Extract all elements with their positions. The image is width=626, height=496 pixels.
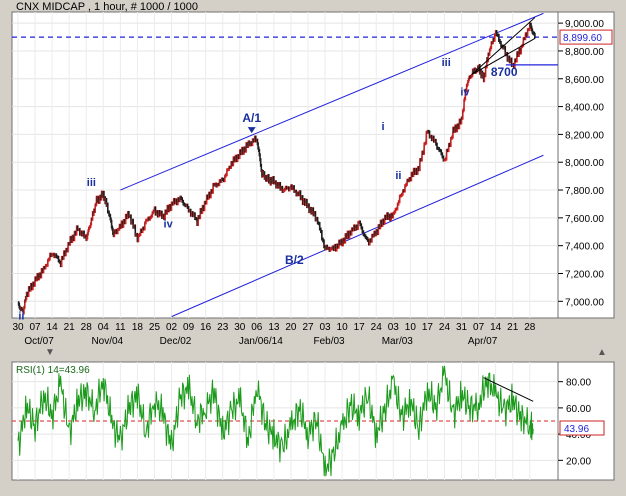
price-x-tick-label: 03 [388,322,400,333]
rsi-line [17,365,534,477]
price-x-month-label: Feb/03 [313,336,345,347]
price-y-axis: 9,000.00 8,800.00 8,600.00 8,400.00 8,200.00… [558,19,604,308]
rsi-y-tick-label: 60.00 [566,404,591,415]
price-x-month-label: Mar/03 [382,336,414,347]
price-x-tick-label: 13 [268,322,280,333]
price-y-tick-label: 7,800.00 [565,186,604,197]
price-x-tick-label: 09 [183,322,195,333]
price-x-tick-label: 10 [405,322,417,333]
price-x-tick-label: 11 [115,322,126,333]
channel-lower-line [171,154,544,318]
price-x-axis: 30 07 14 21 28 04 11 18 25 02 09 16 23 30 06 13 20 27 03 10… [12,322,535,347]
price-x-tick-label: 07 [473,322,485,333]
price-x-tick-label: 14 [490,322,502,333]
price-x-tick-label: 10 [337,322,349,333]
price-y-tick-label: 8,000.00 [565,158,604,169]
wave-label: B/2 [285,253,304,267]
price-x-tick-label: 04 [98,322,110,333]
price-x-month-label: Nov/04 [91,336,123,347]
triangle-pattern [471,17,536,76]
down-arrow-icon[interactable]: ▼ [45,347,55,358]
wave-label: A/1 [242,111,261,125]
wave-label: ii [395,170,401,182]
rsi-last-value-label: 43.96 [564,424,589,435]
rsi-y-axis: 80.00 60.00 40.00 20.00 43.96 [558,378,605,467]
price-y-tick-label: 9,000.00 [565,19,604,30]
price-x-tick-label: 24 [439,322,451,333]
rsi-last-value-box [559,420,605,436]
price-x-tick-label: 17 [422,322,434,333]
price-x-month-label: Jan/06/14 [239,336,283,347]
price-y-tick-label: 7,400.00 [565,242,604,253]
price-y-tick-label: 8,800.00 [565,47,604,58]
price-x-tick-label: 21 [64,322,76,333]
price-x-tick-label: 17 [354,322,366,333]
wave-label: 8700 [491,65,518,79]
last-price-label: 8,899.60 [563,33,602,44]
wave-label: iv [460,86,470,98]
price-x-tick-label: 31 [456,322,468,333]
wave-label: iii [442,57,451,69]
price-y-tick-label: 8,600.00 [565,75,604,86]
price-y-tick-label: 7,600.00 [565,214,604,225]
rsi-y-tick-label: 40.00 [566,430,591,441]
price-x-tick-label: 06 [251,322,263,333]
price-x-tick-label: 23 [217,322,229,333]
price-x-month-label: Dec/02 [160,336,192,347]
price-axis-panel [557,11,615,319]
rsi-title: RSI(1) 14=43.96 [16,365,90,376]
rsi-y-tick-label: 80.00 [566,378,591,389]
price-y-tick-label: 8,400.00 [565,103,604,114]
price-chart-title: CNX MIDCAP , 1 hour, # 1000 / 1000 [16,1,198,13]
price-panel [11,11,559,319]
wave-label: i [382,121,385,133]
wave-pointer [247,127,256,134]
wave-label: iii [87,177,96,189]
rsi-y-tick-label: 20.00 [566,456,591,467]
wave-label: iv [164,219,174,231]
price-x-tick-label: 24 [371,322,383,333]
price-x-tick-label: 18 [132,322,144,333]
wave-label: ii [18,310,24,322]
last-price-box [559,29,613,45]
channel-upper-line [120,12,544,191]
price-x-tick-label: 20 [285,322,297,333]
price-x-tick-label: 30 [12,322,24,333]
price-channel [12,12,558,318]
rsi-series [17,365,534,477]
price-x-tick-label: 27 [302,322,314,333]
price-x-tick-label: 02 [166,322,178,333]
rsi-trendline [483,377,534,402]
up-arrow-icon[interactable]: ▲ [597,347,607,358]
price-x-tick-label: 03 [319,322,331,333]
price-x-tick-label: 16 [200,322,212,333]
price-x-tick-label: 14 [47,322,59,333]
price-x-tick-label: 21 [507,322,519,333]
price-series [17,22,536,315]
price-x-tick-label: 28 [81,322,93,333]
price-y-tick-label: 8,200.00 [565,130,604,141]
price-x-month-label: Oct/07 [24,336,54,347]
price-x-tick-label: 28 [524,322,536,333]
price-x-tick-label: 30 [234,322,246,333]
price-y-tick-label: 7,200.00 [565,269,604,280]
price-line [17,23,536,314]
price-x-tick-label: 07 [29,322,41,333]
price-x-month-label: Apr/07 [468,336,498,347]
price-x-tick-label: 25 [149,322,161,333]
price-y-tick-label: 7,000.00 [565,297,604,308]
